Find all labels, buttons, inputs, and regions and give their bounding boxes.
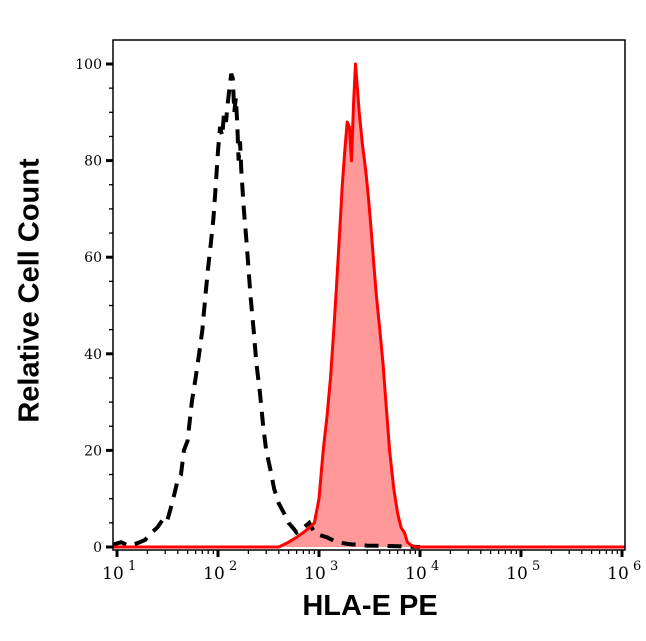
x-axis-label: HLA-E PE	[302, 590, 438, 622]
y-tick-label: 60	[84, 250, 102, 266]
x-tick-label: 10	[304, 564, 326, 584]
y-tick-label: 0	[93, 540, 102, 556]
plot-frame	[112, 39, 626, 551]
y-tick-label: 20	[84, 443, 102, 459]
y-tick-label: 40	[84, 347, 102, 363]
plot-area	[113, 62, 625, 549]
x-tick-exponent: 3	[330, 559, 338, 574]
y-axis-label-text: Relative Cell Count	[13, 157, 46, 423]
control-histogram-line	[113, 73, 421, 549]
x-tick-label: 10	[203, 564, 225, 584]
x-tick-exponent: 6	[633, 559, 641, 574]
x-tick-label: 10	[506, 564, 528, 584]
x-tick-exponent: 1	[128, 559, 136, 574]
x-tick-label: 10	[405, 564, 427, 584]
x-tick-label: 10	[607, 564, 629, 584]
x-tick-exponent: 5	[532, 559, 540, 574]
y-tick-label: 80	[84, 154, 102, 170]
axes: 0 20 40 60 80 100 10 1 10 2 10 3 10 4 10 5 10 6	[75, 39, 641, 584]
y-tick-label: 100	[75, 57, 102, 73]
y-axis-label: Relative Cell Count	[8, 140, 52, 440]
x-tick-exponent: 2	[229, 559, 237, 574]
x-tick-exponent: 4	[431, 559, 439, 574]
stained-histogram-line	[113, 62, 625, 549]
x-tick-label: 10	[102, 564, 124, 584]
stained-histogram-fill	[113, 64, 625, 547]
